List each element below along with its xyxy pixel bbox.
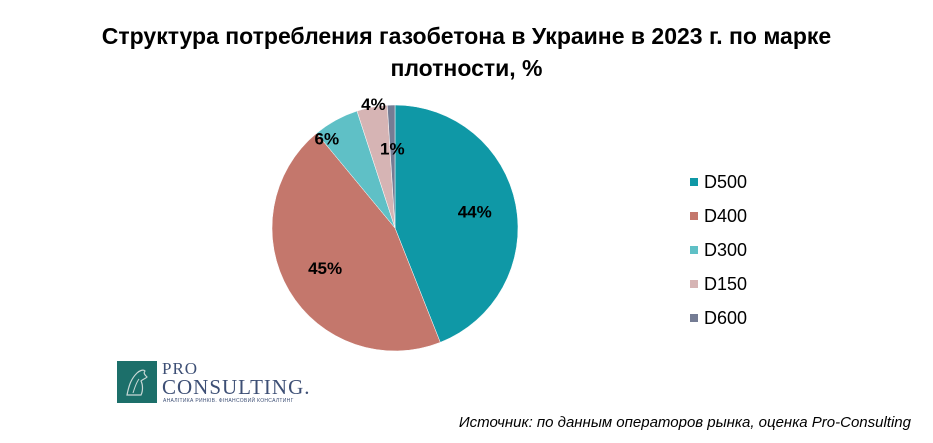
legend-item-d600: D600: [690, 301, 747, 335]
legend-item-d300: D300: [690, 233, 747, 267]
legend-label: D500: [704, 171, 748, 192]
chart-title: Структура потребления газобетона в Украи…: [101, 23, 832, 81]
legend-label: D150: [704, 273, 748, 294]
pro-consulting-logo: PRO CONSULTING. АНАЛІТИКА РИНКІВ. ФІНАНС…: [117, 357, 317, 407]
legend-label: D400: [704, 205, 748, 226]
data-label-d400: 45%: [308, 259, 342, 278]
legend-swatch: [690, 246, 698, 254]
data-label-d600: 1%: [380, 139, 405, 158]
pie-slice-d500: [394, 104, 519, 343]
legend-swatch: [690, 178, 698, 186]
source-note: Источник: по данным операторов рынка, оц…: [458, 414, 911, 431]
legend-item-d150: D150: [690, 267, 747, 301]
logo-tagline: АНАЛІТИКА РИНКІВ. ФІНАНСОВИЙ КОНСАЛТИНГ: [163, 398, 294, 404]
legend-label: D300: [704, 239, 748, 260]
pie-chart: 44% 45% 6% 4% 1%: [271, 95, 519, 352]
data-label-d300: 6%: [314, 129, 339, 148]
chart-legend: D500 D400 D300 D150 D600: [690, 165, 747, 335]
legend-item-d500: D500: [690, 165, 747, 199]
legend-swatch: [690, 314, 698, 322]
data-label-d500: 44%: [458, 202, 492, 221]
horse-emblem-icon: [117, 361, 157, 403]
legend-item-d400: D400: [690, 199, 747, 233]
legend-swatch: [690, 280, 698, 288]
pie-slice-d400: [271, 132, 441, 352]
logo-pro-text: PRO: [162, 359, 199, 378]
logo-consulting-text: CONSULTING.: [162, 375, 311, 399]
legend-swatch: [690, 212, 698, 220]
pie-slice-d600: [387, 104, 396, 229]
data-label-d150: 4%: [361, 95, 386, 114]
legend-label: D600: [704, 307, 748, 328]
